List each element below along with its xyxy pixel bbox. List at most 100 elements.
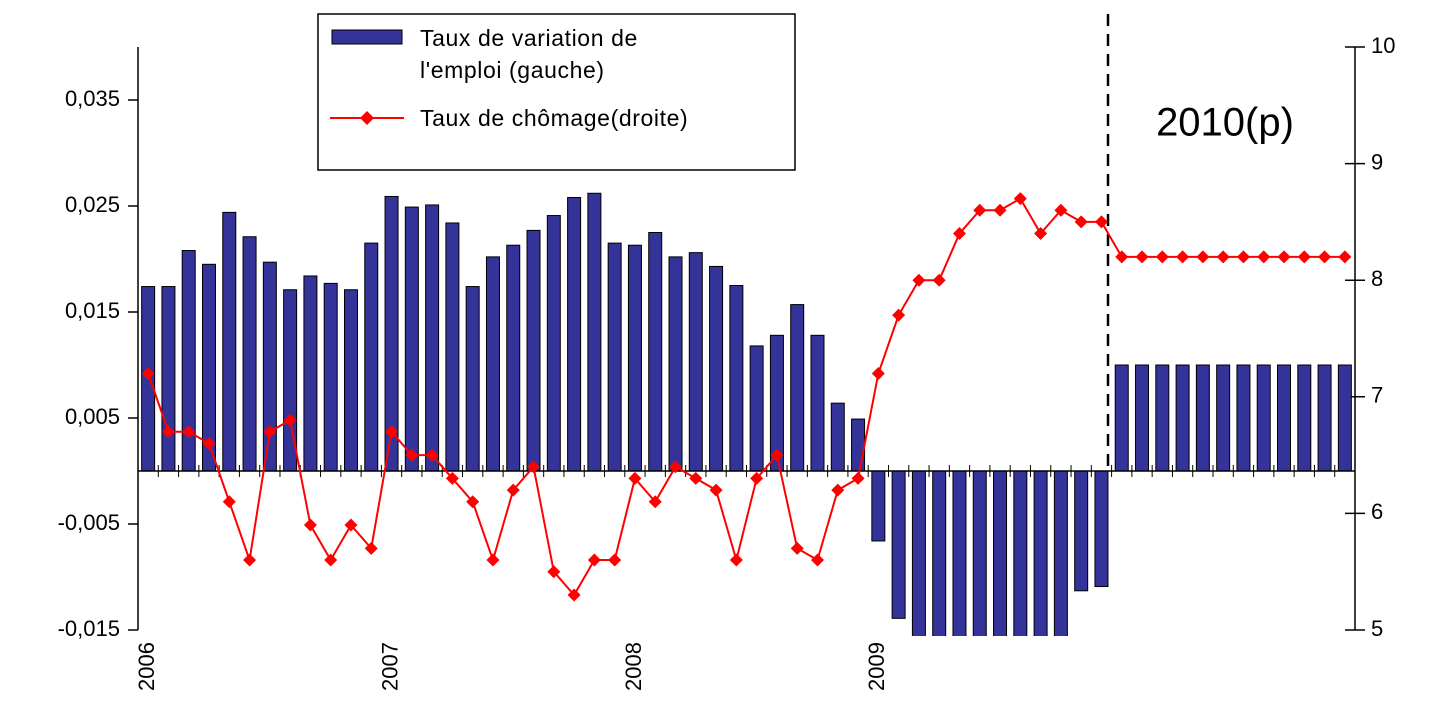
point bbox=[1216, 250, 1230, 264]
legend-label: Taux de chômage(droite) bbox=[420, 105, 689, 131]
point bbox=[445, 471, 459, 485]
legend-marker bbox=[360, 111, 374, 125]
bar bbox=[1033, 470, 1048, 636]
bar bbox=[972, 470, 987, 636]
bar bbox=[526, 229, 541, 472]
bar bbox=[303, 275, 318, 472]
point bbox=[1257, 250, 1271, 264]
bar bbox=[445, 222, 460, 472]
point bbox=[952, 227, 966, 241]
bar bbox=[323, 282, 338, 472]
bar bbox=[1195, 364, 1210, 472]
bar bbox=[506, 244, 521, 472]
point bbox=[547, 565, 561, 579]
bar bbox=[343, 289, 358, 472]
point bbox=[912, 273, 926, 287]
y2-tick-label: 5 bbox=[1371, 616, 1383, 641]
legend-label: Taux de variation de l'emploi (gauche) bbox=[420, 25, 638, 83]
bar bbox=[871, 470, 886, 542]
bar bbox=[485, 256, 500, 472]
point bbox=[770, 448, 784, 462]
point bbox=[1074, 215, 1088, 229]
point bbox=[1094, 215, 1108, 229]
point bbox=[689, 471, 703, 485]
bar bbox=[161, 286, 176, 472]
point bbox=[1338, 250, 1352, 264]
point bbox=[141, 366, 155, 380]
point bbox=[608, 553, 622, 567]
point bbox=[790, 541, 804, 555]
point bbox=[648, 495, 662, 509]
point bbox=[1277, 250, 1291, 264]
bar bbox=[1094, 470, 1109, 588]
bar bbox=[364, 242, 379, 472]
point bbox=[1054, 203, 1068, 217]
point bbox=[1115, 250, 1129, 264]
point bbox=[324, 553, 338, 567]
y-tick-label: 0,025 bbox=[65, 192, 120, 217]
point bbox=[628, 471, 642, 485]
bar bbox=[262, 261, 277, 472]
y-tick-label: 0,005 bbox=[65, 404, 120, 429]
bar bbox=[627, 244, 642, 472]
bar bbox=[688, 252, 703, 472]
point bbox=[1236, 250, 1250, 264]
bar bbox=[222, 211, 237, 472]
bar bbox=[1114, 364, 1129, 472]
bar bbox=[1155, 364, 1170, 472]
bar bbox=[749, 345, 764, 472]
point bbox=[243, 553, 257, 567]
point bbox=[831, 483, 845, 497]
bar bbox=[790, 304, 805, 472]
point bbox=[506, 483, 520, 497]
point bbox=[527, 460, 541, 474]
point bbox=[1176, 250, 1190, 264]
bar bbox=[668, 256, 683, 472]
point bbox=[993, 203, 1007, 217]
point bbox=[364, 541, 378, 555]
y2-tick-label: 8 bbox=[1371, 266, 1383, 291]
y-tick-label: 0,035 bbox=[65, 86, 120, 111]
point bbox=[1135, 250, 1149, 264]
point bbox=[202, 436, 216, 450]
bar bbox=[567, 197, 582, 472]
bar bbox=[1297, 364, 1312, 472]
point bbox=[486, 553, 500, 567]
point bbox=[810, 553, 824, 567]
bar bbox=[1175, 364, 1190, 472]
point bbox=[1297, 250, 1311, 264]
x-tick-label: 2006 bbox=[134, 642, 159, 691]
point bbox=[344, 518, 358, 532]
bar bbox=[1317, 364, 1332, 472]
y2-tick-label: 10 bbox=[1371, 33, 1395, 58]
bar bbox=[1074, 470, 1089, 592]
bar bbox=[1256, 364, 1271, 472]
point bbox=[851, 471, 865, 485]
bar bbox=[891, 470, 906, 619]
bar bbox=[648, 232, 663, 472]
point bbox=[567, 588, 581, 602]
point bbox=[1196, 250, 1210, 264]
point bbox=[932, 273, 946, 287]
plot-area bbox=[141, 192, 1352, 636]
point bbox=[892, 308, 906, 322]
y-tick-label: -0,015 bbox=[58, 616, 120, 641]
point bbox=[1318, 250, 1332, 264]
bar bbox=[1053, 470, 1068, 636]
point bbox=[973, 203, 987, 217]
bar bbox=[465, 286, 480, 472]
bar bbox=[1013, 470, 1028, 636]
bar bbox=[1236, 364, 1251, 472]
point bbox=[466, 495, 480, 509]
bar bbox=[1216, 364, 1231, 472]
bar bbox=[932, 470, 947, 636]
bar bbox=[709, 265, 724, 472]
point bbox=[750, 471, 764, 485]
point bbox=[303, 518, 317, 532]
point bbox=[669, 460, 683, 474]
point bbox=[871, 366, 885, 380]
bar bbox=[830, 402, 845, 472]
bar bbox=[952, 470, 967, 636]
point bbox=[283, 413, 297, 427]
